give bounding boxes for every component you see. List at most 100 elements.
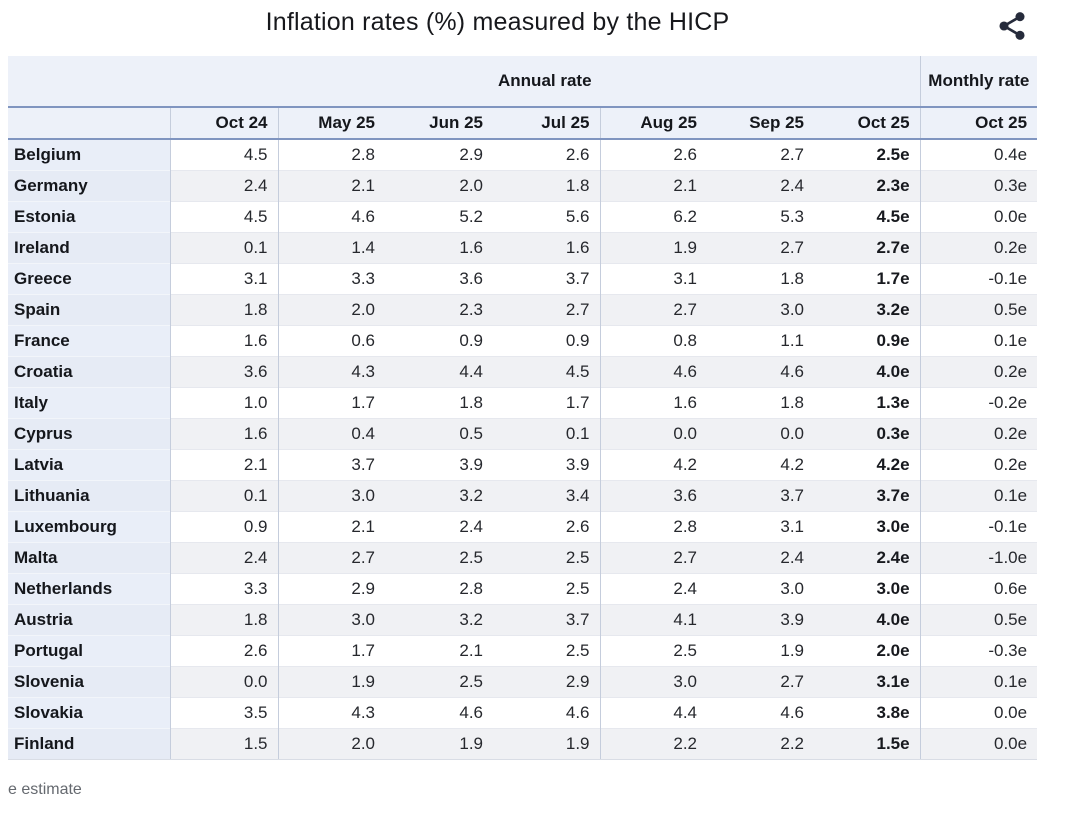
annual-value-cell: 2.9 [277,572,385,604]
annual-value-cell: 1.4 [277,231,385,263]
table-row: France 1.6 0.6 0.9 0.9 0.8 1.1 0.9e 0.1e [8,324,1038,356]
country-cell: Greece [8,262,170,294]
annual-value-cell: 0.5 [385,417,493,449]
monthly-value-cell: -0.1e [919,510,1038,542]
monthly-value-cell: -0.2e [919,386,1038,418]
annual-value-cell: 4.1 [599,603,707,635]
annual-value-cell: 2.6 [599,139,707,170]
annual-value-cell: 0.9 [385,324,493,356]
annual-value-cell: 2.6 [493,510,600,542]
annual-value-cell: 3.1 [169,262,278,294]
annual-value-cell: 4.0e [814,603,921,635]
annual-value-cell: 1.5e [814,727,921,760]
annual-value-cell: 3.1 [599,262,707,294]
annual-value-cell: 3.5 [169,696,278,728]
table-row: Slovakia 3.5 4.3 4.6 4.6 4.4 4.6 3.8e 0.0e [8,696,1038,728]
monthly-value-cell: 0.6e [919,572,1038,604]
monthly-value-cell: 0.2e [919,417,1038,449]
table-row: Austria 1.8 3.0 3.2 3.7 4.1 3.9 4.0e 0.5e [8,603,1038,635]
monthly-value-cell: 0.0e [919,727,1038,760]
annual-value-cell: 2.6 [493,139,600,170]
annual-value-cell: 3.9 [385,448,493,480]
annual-value-cell: 0.9 [169,510,278,542]
table-row: Finland 1.5 2.0 1.9 1.9 2.2 2.2 1.5e 0.0e [8,727,1038,760]
annual-value-cell: 2.7 [277,541,385,573]
annual-value-cell: 3.0e [814,572,921,604]
annual-value-cell: 1.6 [169,417,278,449]
annual-value-cell: 2.7 [707,231,814,263]
footnote: e estimate [8,780,82,798]
annual-value-cell: 1.3e [814,386,921,418]
country-cell: Estonia [8,200,170,232]
monthly-value-cell: 0.5e [919,293,1038,325]
annual-value-cell: 4.5 [169,139,278,170]
annual-value-cell: 2.4 [707,169,814,201]
table-row: Netherlands 3.3 2.9 2.8 2.5 2.4 3.0 3.0e 0.6e [8,572,1038,604]
annual-value-cell: 1.9 [599,231,707,263]
monthly-column-header: Oct 25 [919,107,1038,140]
annual-value-cell: 5.3 [707,200,814,232]
country-cell: Belgium [8,139,170,170]
annual-value-cell: 4.5 [169,200,278,232]
annual-value-cell: 2.5e [814,139,921,170]
annual-value-cell: 1.6 [385,231,493,263]
annual-value-cell: 4.6 [599,355,707,387]
annual-value-cell: 3.7 [707,479,814,511]
monthly-value-cell: 0.0e [919,200,1038,232]
annual-value-cell: 1.6 [493,231,600,263]
annual-value-cell: 0.3e [814,417,921,449]
group-header-row: Annual rate Monthly rate [8,56,1038,108]
annual-value-cell: 1.0 [169,386,278,418]
annual-value-cell: 3.0 [277,479,385,511]
country-cell: Malta [8,541,170,573]
annual-column-header: Oct 24 [169,107,278,140]
annual-value-cell: 2.9 [493,665,600,697]
annual-value-cell: 0.1 [169,231,278,263]
annual-column-header: Oct 25 [814,107,921,140]
table-row: Belgium 4.5 2.8 2.9 2.6 2.6 2.7 2.5e 0.4e [8,139,1038,170]
annual-value-cell: 3.7 [493,262,600,294]
monthly-rate-group-header: Monthly rate [919,56,1038,108]
monthly-value-cell: -0.3e [919,634,1038,666]
annual-value-cell: 2.6 [169,634,278,666]
table-row: Spain 1.8 2.0 2.3 2.7 2.7 3.0 3.2e 0.5e [8,293,1038,325]
annual-value-cell: 1.6 [599,386,707,418]
monthly-value-cell: 0.2e [919,448,1038,480]
annual-value-cell: 0.9 [493,324,600,356]
annual-value-cell: 2.7 [707,665,814,697]
annual-value-cell: 1.9 [707,634,814,666]
annual-value-cell: 1.1 [707,324,814,356]
corner-cell [8,56,170,108]
country-cell: Austria [8,603,170,635]
title-bar: Inflation rates (%) measured by the HICP [0,0,1085,56]
country-cell: Italy [8,386,170,418]
monthly-value-cell: 0.1e [919,665,1038,697]
annual-value-cell: 5.2 [385,200,493,232]
annual-value-cell: 1.9 [385,727,493,760]
table-row: Latvia 2.1 3.7 3.9 3.9 4.2 4.2 4.2e 0.2e [8,448,1038,480]
annual-value-cell: 0.1 [493,417,600,449]
annual-value-cell: 3.9 [493,448,600,480]
annual-value-cell: 2.5 [385,541,493,573]
share-icon[interactable] [995,8,1029,44]
annual-value-cell: 2.0 [277,727,385,760]
annual-value-cell: 4.6 [707,355,814,387]
annual-value-cell: 1.7e [814,262,921,294]
annual-value-cell: 4.2 [599,448,707,480]
monthly-value-cell: 0.2e [919,231,1038,263]
annual-value-cell: 3.1 [707,510,814,542]
annual-value-cell: 2.3 [385,293,493,325]
annual-value-cell: 2.4 [385,510,493,542]
annual-value-cell: 3.7 [277,448,385,480]
country-cell: Netherlands [8,572,170,604]
monthly-value-cell: 0.1e [919,324,1038,356]
annual-value-cell: 4.3 [277,355,385,387]
table-row: Luxembourg 0.9 2.1 2.4 2.6 2.8 3.1 3.0e -0.1e [8,510,1038,542]
monthly-value-cell: -1.0e [919,541,1038,573]
annual-value-cell: 4.5 [493,355,600,387]
annual-value-cell: 1.7 [277,386,385,418]
annual-value-cell: 2.5 [599,634,707,666]
annual-value-cell: 2.7 [707,139,814,170]
monthly-value-cell: 0.2e [919,355,1038,387]
